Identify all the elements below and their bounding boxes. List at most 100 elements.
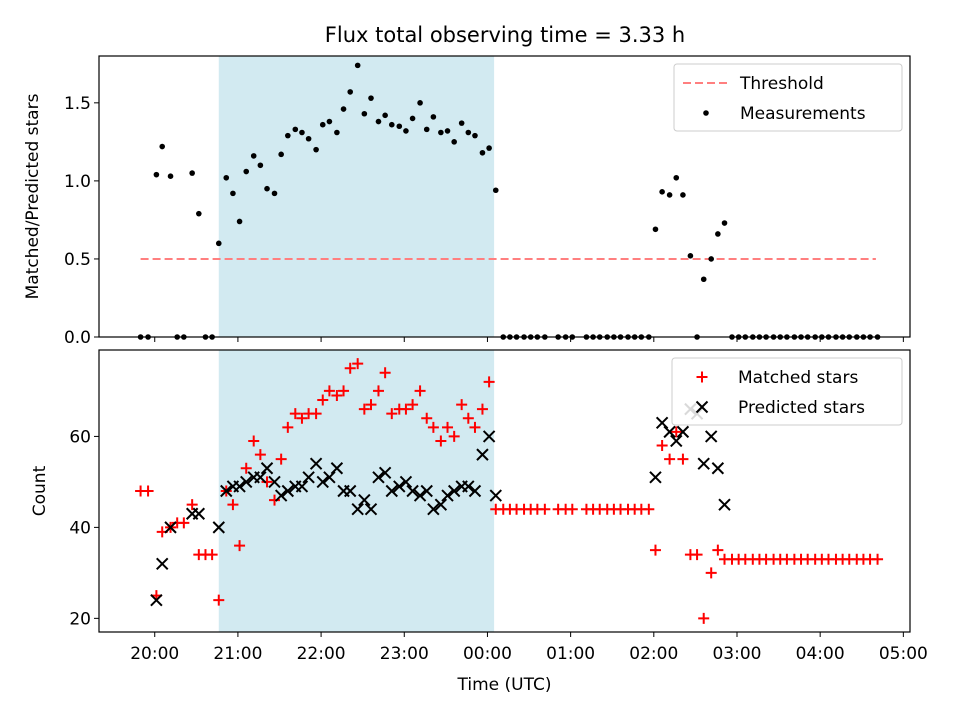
predicted-star-marker [441, 489, 454, 502]
measurement-point [403, 128, 409, 134]
y-tick-label: 1.5 [64, 94, 91, 114]
matched-star-marker [379, 367, 391, 379]
matched-star-marker [338, 385, 350, 397]
matched-star-marker [142, 485, 154, 497]
matched-star-marker [178, 517, 190, 529]
predicted-star-marker [649, 471, 662, 484]
predicted-star-marker [378, 466, 392, 480]
matched-star-marker [872, 553, 884, 565]
x-tick-label: 00:00 [463, 644, 512, 664]
matched-star-marker [261, 476, 273, 488]
predicted-star-marker [399, 475, 413, 489]
matched-star-marker [442, 421, 454, 433]
measurement-point [430, 114, 437, 120]
predicted-star-marker [468, 484, 482, 498]
matched-star-marker [670, 426, 682, 438]
legend-predicted-swatch [695, 400, 709, 414]
measurement-point [278, 151, 284, 158]
y-tick-label: 0.5 [64, 250, 91, 270]
x-axis-label: Time (UTC) [457, 675, 552, 695]
measurement-point [659, 189, 665, 195]
measurement-point [236, 218, 243, 225]
measurement-point [313, 146, 319, 153]
measurement-point [271, 190, 278, 197]
measurement-point [257, 162, 264, 169]
matched-star-marker [317, 394, 329, 406]
predicted-star-marker [670, 434, 683, 448]
legend-matched-swatch [696, 371, 708, 383]
x-tick-label: 23:00 [380, 644, 429, 664]
measurement-point [153, 171, 160, 178]
predicted-star-marker [156, 557, 169, 570]
y-axis-label: Matched/Predicted stars [23, 93, 43, 299]
legend-box [673, 63, 903, 132]
predicted-star-marker [364, 502, 378, 516]
matched-star-marker [282, 421, 294, 433]
predicted-star-marker [281, 484, 295, 498]
matched-star-marker [234, 540, 246, 552]
predicted-star-marker [358, 493, 371, 507]
measurement-point [451, 139, 457, 145]
x-tick-label: 20:00 [130, 644, 179, 664]
predicted-star-marker [718, 498, 731, 511]
y-tick-label: 1.0 [64, 172, 91, 192]
legend-label: Threshold [739, 74, 824, 94]
x-tick-label: 21:00 [213, 644, 262, 664]
matched-star-marker [407, 399, 419, 411]
matched-star-marker [400, 403, 412, 415]
measurement-point [196, 210, 202, 217]
observing-interval-shade [218, 56, 495, 337]
matched-star-marker [698, 612, 710, 624]
measurement-point [417, 100, 423, 106]
measurement-point [396, 123, 403, 130]
matched-star-marker [566, 503, 578, 515]
predicted-star-marker [434, 498, 448, 511]
predicted-star-marker [192, 507, 206, 520]
measurement-point [305, 135, 312, 142]
predicted-star-marker [330, 462, 344, 475]
matched-star-marker [414, 385, 426, 397]
matched-star-marker [310, 408, 322, 420]
predicted-star-marker [711, 462, 725, 475]
predicted-star-marker [309, 457, 323, 470]
y-tick-label: 20 [69, 609, 91, 629]
predicted-star-marker [476, 448, 489, 461]
predicted-star-marker [164, 521, 177, 534]
predicted-star-marker [323, 471, 336, 484]
measurement-point [230, 190, 236, 197]
measurement-point [319, 121, 326, 128]
matched-star-marker [656, 440, 668, 452]
predicted-star-marker [274, 489, 288, 502]
matched-star-marker [365, 399, 377, 411]
predicted-star-marker [663, 425, 676, 439]
predicted-star-marker [150, 593, 163, 607]
y-tick-label: 40 [69, 518, 91, 538]
predicted-star-marker [406, 484, 419, 498]
measurement-point [486, 145, 492, 151]
chart-title: Flux total observing time = 3.33 h [325, 23, 685, 47]
predicted-star-marker [372, 471, 385, 484]
predicted-star-marker [254, 471, 267, 484]
measurement-point [285, 132, 291, 139]
measurement-point [299, 129, 305, 136]
matched-star-marker [456, 399, 468, 411]
predicted-star-marker [393, 480, 406, 493]
matched-star-marker [643, 503, 655, 515]
predicted-star-marker [351, 502, 364, 516]
measurement-point [715, 231, 721, 237]
predicted-star-marker [233, 480, 246, 493]
measurement-point [721, 220, 728, 226]
measurement-point [159, 143, 166, 150]
predicted-star-marker [295, 480, 309, 493]
measurement-point [347, 89, 354, 95]
legend-label: Predicted stars [738, 398, 865, 418]
measurement-point [666, 192, 673, 198]
matched-star-marker [206, 549, 218, 561]
legend-box [671, 357, 903, 426]
predicted-star-marker [413, 489, 427, 502]
measurement-point [189, 170, 195, 176]
measurement-point [361, 110, 368, 117]
measurement-point [223, 174, 230, 181]
matched-star-marker [483, 376, 495, 388]
